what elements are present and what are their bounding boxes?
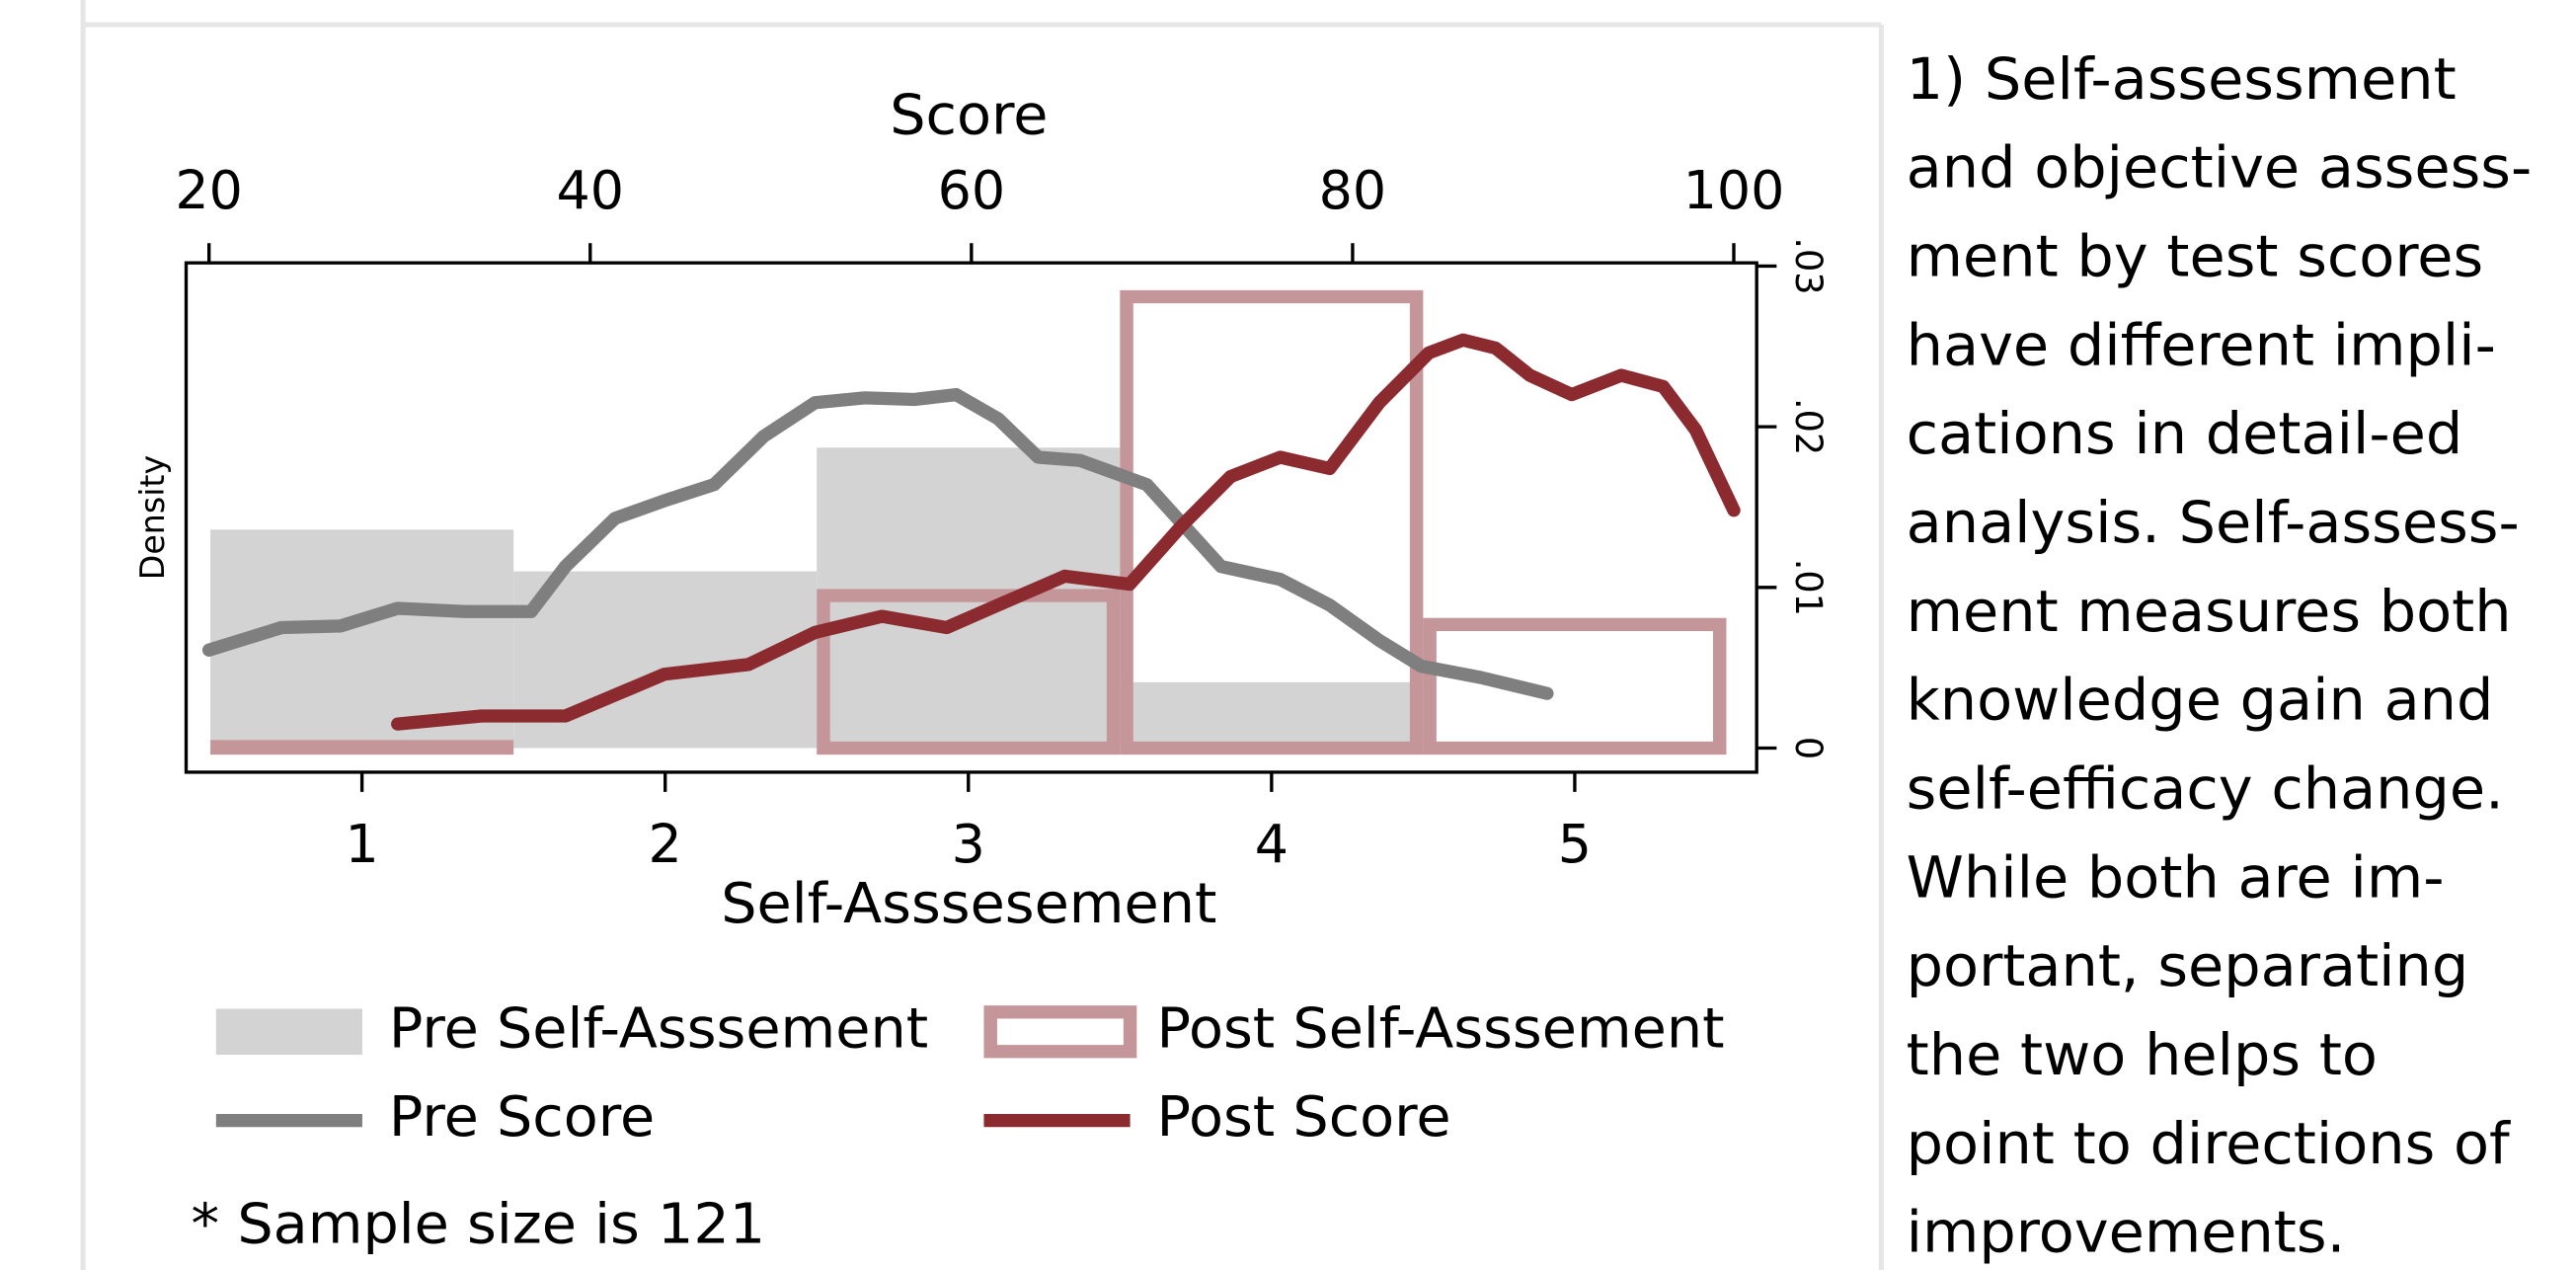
top-tick-label: 80 <box>1319 159 1387 221</box>
hist-bar <box>210 740 514 755</box>
note: * Sample size is 121 <box>192 1192 766 1257</box>
x-tick-label: 1 <box>345 813 378 875</box>
score-line <box>201 387 1554 700</box>
paragraph-line: point to directions of <box>1907 1110 2512 1177</box>
hist-bar <box>1423 617 1727 755</box>
top-axis-title: Score <box>890 83 1048 148</box>
legend-label: Post Score <box>1157 1084 1451 1150</box>
paragraph-line: cations in detail-ed <box>1907 400 2463 467</box>
x-tick-label: 4 <box>1255 813 1288 875</box>
paragraph-line: have different impli- <box>1907 312 2496 379</box>
x-tick-label: 5 <box>1558 813 1592 875</box>
top-tick-label: 20 <box>175 159 243 221</box>
paragraph-line: knowledge gain and <box>1907 667 2494 734</box>
x-tick-label: 2 <box>649 813 682 875</box>
paragraph-line: improvements. <box>1907 1199 2346 1266</box>
y-tick-label: .01 <box>1787 559 1830 616</box>
paragraph-line: 1) Self-assessment <box>1907 45 2457 113</box>
paragraph-line: portant, separating <box>1907 933 2469 1000</box>
y-tick-label: 0 <box>1787 737 1830 759</box>
paragraph-line: and objective assess- <box>1907 134 2533 201</box>
hist-bar <box>817 589 1121 755</box>
paragraph-line: ment measures both <box>1907 578 2512 645</box>
hist-bar <box>1120 289 1424 755</box>
score-line <box>391 333 1741 731</box>
legend-swatch <box>983 1005 1137 1059</box>
legend-label: Pre Score <box>389 1084 655 1150</box>
legend-label: Pre Self-Asssement <box>389 996 928 1062</box>
legend-swatch <box>215 1008 362 1056</box>
y-tick-label: .03 <box>1787 237 1830 294</box>
paragraph-line: self-efficacy change. <box>1907 755 2504 823</box>
paragraph-line: While both are im- <box>1907 844 2445 912</box>
x-tick-label: 3 <box>952 813 985 875</box>
y-axis-title: Density <box>133 455 172 580</box>
y-tick-label: .02 <box>1787 398 1830 455</box>
bottom-axis-title: Self-Asssesement <box>721 871 1216 936</box>
paragraph-line: analysis. Self-assess- <box>1907 489 2520 556</box>
top-tick-label: 60 <box>938 159 1006 221</box>
paragraph-line: the two helps to <box>1907 1021 2378 1088</box>
paragraph-line: ment by test scores <box>1907 223 2484 290</box>
top-tick-label: 40 <box>556 159 624 221</box>
top-tick-label: 100 <box>1683 159 1785 221</box>
legend-label: Post Self-Asssement <box>1157 996 1725 1062</box>
hist-bar <box>1120 681 1424 749</box>
